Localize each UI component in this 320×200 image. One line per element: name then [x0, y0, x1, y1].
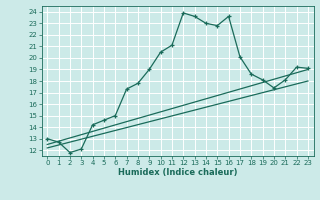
X-axis label: Humidex (Indice chaleur): Humidex (Indice chaleur) — [118, 168, 237, 177]
